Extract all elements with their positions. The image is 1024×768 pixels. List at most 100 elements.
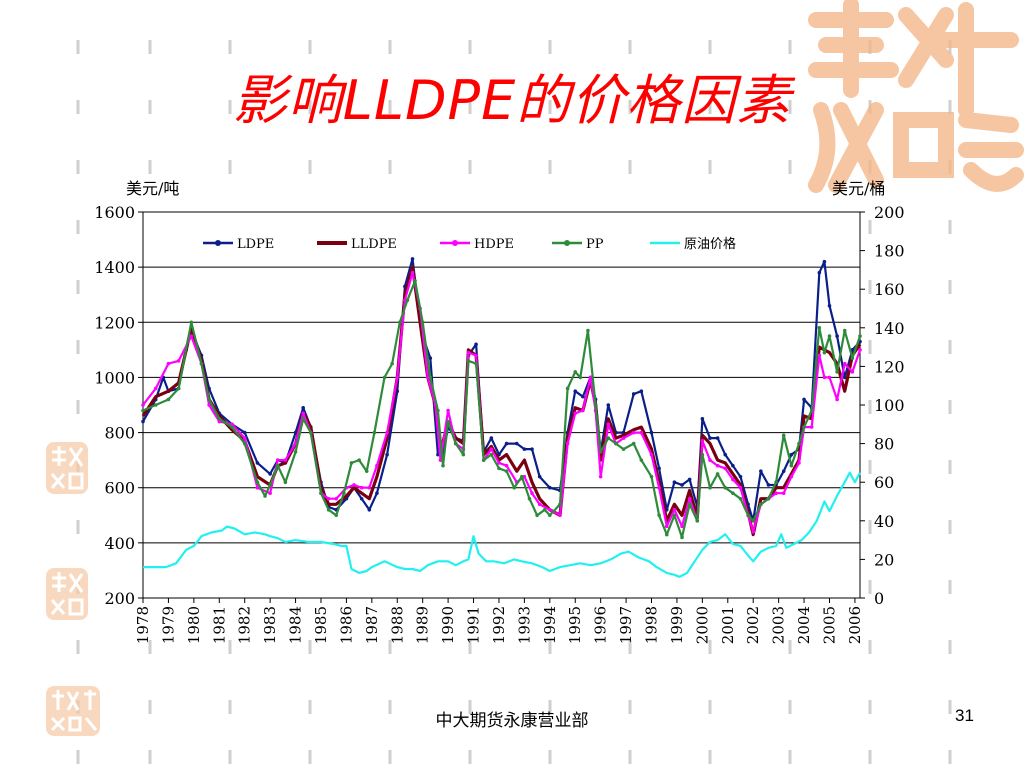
x-tick-label: 2000: [693, 606, 711, 644]
data-point: [141, 403, 145, 407]
data-point: [207, 397, 211, 402]
y2-tick-label: 180: [874, 242, 905, 261]
data-point: [657, 485, 661, 490]
data-point: [537, 502, 542, 507]
legend-label: 原油价格: [684, 236, 736, 252]
data-point: [858, 348, 862, 352]
data-point: [639, 430, 644, 435]
data-point: [672, 480, 677, 485]
x-tick-label: 1995: [566, 606, 584, 644]
data-point: [461, 452, 466, 457]
data-point: [497, 466, 501, 471]
data-point: [255, 485, 260, 490]
logo-seal-large: [808, 0, 1024, 193]
x-tick-label: 1996: [592, 606, 610, 644]
data-point: [425, 375, 430, 380]
data-point: [593, 403, 598, 407]
data-point: [723, 452, 728, 457]
data-point: [301, 416, 305, 421]
data-point: [530, 491, 534, 496]
data-point: [558, 513, 562, 518]
data-point: [621, 436, 626, 440]
x-tick-label: 2005: [820, 606, 838, 644]
y2-tick-label: 100: [874, 396, 905, 415]
data-point: [326, 507, 331, 512]
data-point: [797, 461, 801, 465]
data-point: [242, 436, 247, 440]
legend-item: HDPE: [440, 237, 514, 252]
data-point: [403, 298, 407, 303]
data-point: [542, 507, 547, 512]
x-tick-label: 2003: [770, 606, 788, 644]
data-point: [586, 328, 590, 333]
data-point: [530, 447, 534, 451]
data-point: [504, 469, 509, 473]
data-point: [827, 375, 832, 380]
data-point: [708, 436, 712, 440]
data-point: [649, 474, 654, 479]
data-point: [759, 469, 763, 473]
data-point: [687, 502, 692, 507]
data-point: [474, 353, 478, 358]
data-point: [390, 361, 394, 366]
legend-marker: [564, 240, 570, 246]
data-point: [367, 485, 372, 490]
data-point: [781, 491, 786, 496]
data-point: [802, 397, 806, 402]
data-point: [428, 375, 433, 380]
y2-tick-label: 80: [874, 435, 894, 454]
logo-seal-small-1: [46, 442, 88, 494]
data-point: [428, 356, 433, 360]
data-point: [664, 532, 669, 537]
data-point: [723, 485, 728, 490]
data-point: [573, 411, 578, 416]
data-point: [413, 279, 417, 283]
x-tick-label: 2002: [744, 606, 762, 644]
data-point: [199, 361, 204, 366]
data-point: [357, 458, 361, 462]
data-point: [359, 485, 364, 490]
data-point: [700, 452, 705, 457]
data-point: [822, 375, 827, 380]
x-tick-label: 2006: [846, 606, 864, 644]
data-point: [588, 375, 593, 380]
data-point: [268, 491, 272, 496]
data-point: [520, 474, 524, 479]
data-point: [375, 463, 379, 468]
data-point: [850, 370, 855, 374]
data-point: [759, 502, 763, 507]
data-point: [397, 320, 402, 325]
y2-tick-label: 140: [874, 319, 905, 338]
data-point: [176, 386, 181, 391]
data-point: [738, 474, 743, 479]
data-point: [230, 425, 234, 429]
data-point: [283, 458, 288, 462]
data-point: [466, 359, 471, 363]
data-point: [817, 326, 822, 330]
legend-item: LDPE: [203, 237, 274, 252]
data-point: [631, 441, 636, 446]
data-point: [372, 430, 377, 435]
data-point: [680, 535, 684, 540]
data-point: [301, 411, 305, 416]
series-PP: [141, 279, 862, 540]
slide-title: 影响LLDPE的价格因素: [232, 69, 792, 132]
page-number: 31: [955, 706, 974, 725]
data-point: [708, 485, 712, 490]
right-axis-unit: 美元/桶: [832, 179, 885, 198]
data-point: [293, 450, 298, 454]
data-point: [512, 485, 517, 490]
data-point: [858, 334, 862, 338]
data-point: [446, 408, 450, 413]
series-line: [143, 471, 861, 578]
x-tick-label: 1989: [414, 606, 432, 644]
data-point: [367, 507, 372, 512]
data-point: [489, 447, 494, 451]
data-point: [514, 441, 519, 446]
data-point: [731, 477, 735, 482]
data-point: [835, 334, 839, 338]
data-point: [189, 320, 194, 325]
legend-item: LLDPE: [317, 237, 397, 252]
x-tick-label: 1980: [185, 606, 203, 644]
